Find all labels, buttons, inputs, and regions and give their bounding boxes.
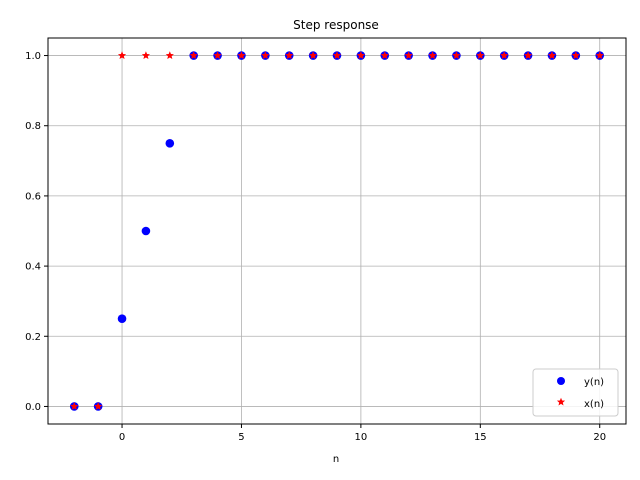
point-x-n	[213, 51, 222, 60]
point-x-n	[237, 51, 246, 60]
legend-box	[532, 368, 619, 417]
y-tick-label: 0.4	[25, 262, 41, 273]
x-tick-label: 0	[119, 432, 125, 443]
point-x-n	[165, 51, 174, 60]
point-y-n	[117, 314, 127, 324]
x-tick-label: 15	[474, 432, 487, 443]
point-x-n	[141, 51, 151, 60]
point-x-n	[309, 51, 318, 60]
y-tick-label: 0.8	[25, 121, 41, 132]
point-x-n	[428, 51, 437, 60]
y-tick-label: 0.6	[25, 191, 41, 202]
point-x-n	[380, 51, 389, 60]
y-tick-label: 0.2	[25, 332, 41, 343]
point-x-n	[571, 51, 580, 60]
point-x-n	[500, 51, 509, 60]
point-y-n	[165, 138, 175, 148]
point-x-n	[70, 402, 79, 410]
axis-ticks: 0 5 10 15 20 0.0 0.2 0.4 0.6 0.8 1.0	[25, 51, 606, 443]
x-axis-title: n	[333, 454, 339, 465]
legend: y(n) x(n)	[532, 368, 619, 417]
point-x-n	[356, 51, 365, 60]
point-x-n	[595, 51, 604, 60]
point-x-n	[476, 51, 485, 60]
legend-marker-y-n	[557, 377, 565, 385]
x-tick-label: 20	[593, 432, 606, 443]
point-x-n	[332, 51, 342, 60]
x-tick-label: 10	[355, 432, 368, 443]
chart-title: Step response	[293, 18, 379, 32]
plot-area-frame	[47, 37, 627, 425]
point-x-n	[285, 51, 294, 60]
point-y-n	[141, 226, 151, 236]
point-x-n	[523, 51, 533, 60]
point-x-n	[452, 51, 461, 60]
point-x-n	[189, 51, 198, 60]
y-tick-label: 1.0	[25, 51, 41, 62]
data-points	[69, 51, 605, 411]
y-tick-label: 0.0	[25, 402, 41, 413]
point-x-n	[547, 51, 557, 60]
x-tick-label: 5	[238, 432, 244, 443]
legend-label-x-n: x(n)	[584, 399, 604, 410]
legend-marker-x-n	[556, 397, 566, 406]
legend-label-y-n: y(n)	[584, 377, 604, 388]
point-x-n	[117, 51, 127, 60]
point-x-n	[94, 402, 103, 410]
point-x-n	[261, 51, 270, 60]
point-x-n	[404, 51, 413, 60]
